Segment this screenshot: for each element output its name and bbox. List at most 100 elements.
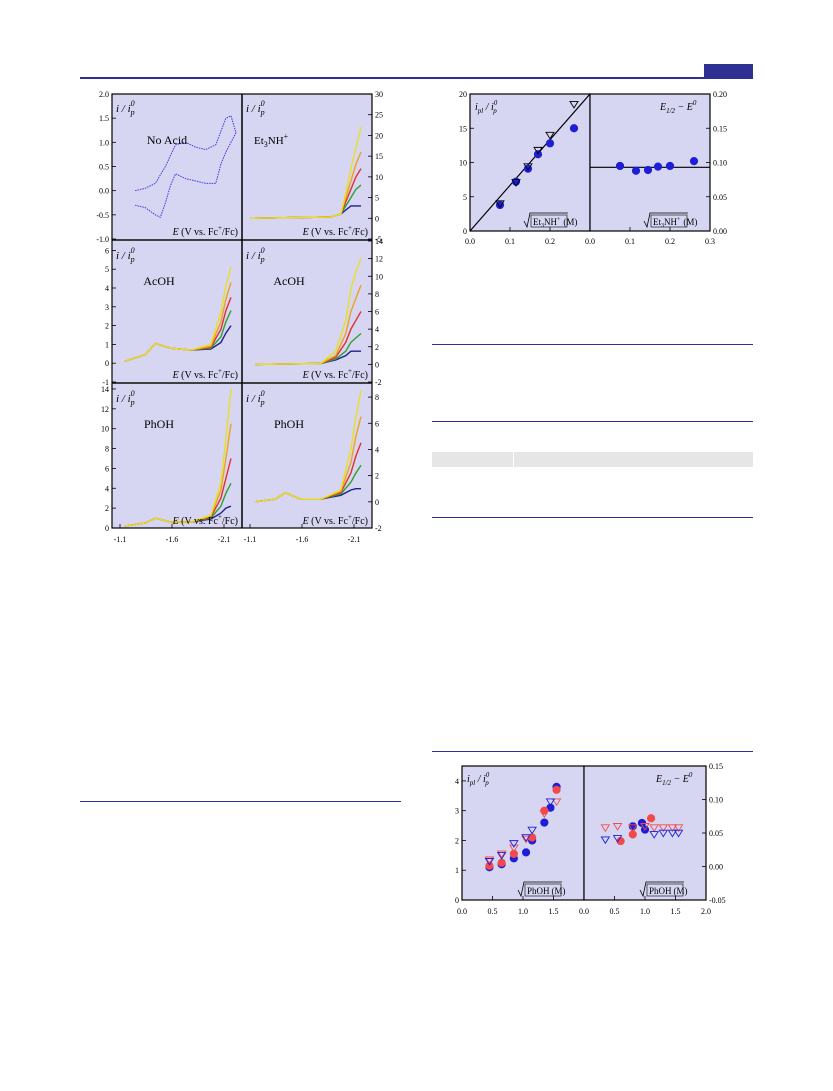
- y-tick-label: 0.05: [709, 829, 723, 838]
- data-point: [523, 163, 533, 172]
- cv-panel-label: PhOH: [274, 417, 304, 431]
- y-tick-label: 8: [105, 445, 109, 454]
- y-tick-label: 15: [375, 152, 383, 161]
- data-point: [552, 785, 561, 794]
- y-tick-label: 0.20: [713, 90, 727, 99]
- cv-ylabel: i / i0 p: [116, 389, 135, 407]
- cv-series-line: [124, 388, 232, 527]
- data-point: [521, 834, 531, 842]
- y-tick-label: 15: [459, 124, 467, 133]
- y-tick-label: 4: [455, 777, 459, 786]
- y-tick-label: 0.15: [709, 762, 723, 771]
- data-point: [509, 849, 518, 858]
- table-header-shade: [432, 452, 753, 467]
- y-tick-label: 0: [375, 360, 379, 369]
- cv-panel-label: AcOH: [273, 274, 305, 288]
- data-point: [658, 824, 669, 833]
- y-tick-label: 2: [105, 504, 109, 513]
- y-tick-label: 1: [105, 340, 109, 349]
- x-tick-label: -2.1: [348, 535, 361, 544]
- cv-ylabel: i / i0 p: [246, 246, 265, 264]
- table-header-divider: [513, 452, 514, 467]
- x-tick-label: 0.0: [579, 907, 589, 916]
- y-tick-label: 4: [105, 484, 109, 493]
- sqrt-bracket: [650, 214, 688, 228]
- y-tick-label: 20: [459, 90, 467, 99]
- data-point: [627, 824, 638, 833]
- data-point: [533, 146, 543, 155]
- y-tick-label: 12: [101, 405, 109, 414]
- cv-ylabel: i / i0 p: [246, 389, 265, 407]
- data-point: [673, 829, 684, 838]
- data-point: [689, 157, 699, 166]
- y-tick-label: 4: [375, 445, 379, 454]
- y-tick-label: -2: [375, 378, 382, 387]
- y-tick-label: 30: [375, 90, 383, 99]
- data-point: [484, 856, 495, 865]
- y-tick-label: 0.10: [713, 159, 727, 168]
- cv-ylabel: i / i0 p: [116, 99, 135, 117]
- y-tick-label: 10: [375, 173, 383, 182]
- y-tick-label: 10: [459, 159, 467, 168]
- data-point: [540, 818, 549, 827]
- x-tick-label: 1.5: [549, 907, 559, 916]
- data-point: [600, 836, 611, 845]
- x-tick-label: 0.5: [610, 907, 620, 916]
- cv-series-line: [124, 267, 232, 362]
- y-tick-label: 0.05: [713, 193, 727, 202]
- data-point: [497, 858, 506, 867]
- y-tick-label: 1: [455, 866, 459, 875]
- cv-series-line: [134, 115, 237, 219]
- x-tick-label: 0.2: [545, 237, 555, 246]
- sqrt-bracket: [524, 883, 562, 897]
- data-point: [545, 131, 555, 140]
- y-tick-label: 0.00: [713, 227, 727, 236]
- y-tick-label: -5: [375, 235, 382, 244]
- y-tick-label: 12: [375, 255, 383, 264]
- data-point: [637, 818, 647, 828]
- x-tick-label: 1.0: [518, 907, 528, 916]
- y-tick-label: 0.5: [99, 163, 109, 172]
- x-tick-label: 0.0: [457, 907, 467, 916]
- data-point: [495, 200, 505, 209]
- data-point: [667, 824, 678, 833]
- y-tick-label: 8: [375, 393, 379, 402]
- cv-series-line: [254, 390, 362, 503]
- data-point: [658, 829, 669, 838]
- cv-ylabel: i / i0 p: [246, 99, 265, 117]
- y-tick-label: 14: [101, 385, 109, 394]
- data-point: [640, 823, 650, 831]
- data-point: [647, 814, 656, 823]
- data-point: [667, 829, 678, 838]
- sqrt-bracket: [530, 214, 568, 228]
- data-point: [551, 798, 562, 807]
- data-point: [509, 840, 519, 848]
- data-point: [569, 124, 579, 133]
- cv-panel-label: AcOH: [143, 274, 175, 288]
- x-tick-label: -1.6: [166, 535, 179, 544]
- x-tick-label: -1.1: [114, 535, 127, 544]
- y-tick-label: 3: [105, 303, 109, 312]
- y-tick-label: 2: [455, 836, 459, 845]
- y-tick-label: 0.0: [99, 187, 109, 196]
- data-point: [521, 848, 531, 857]
- data-point: [527, 826, 537, 835]
- cv-xlabel: E (V vs. Fc+/Fc): [172, 513, 238, 527]
- data-point: [643, 165, 653, 175]
- data-point: [612, 823, 623, 831]
- x-tick-label: 0.5: [488, 907, 498, 916]
- data-point: [628, 822, 637, 831]
- data-point: [569, 101, 579, 109]
- sqrt-sign: [517, 881, 562, 898]
- y-tick-label: 6: [375, 419, 379, 428]
- y-tick-label: 0: [375, 498, 379, 507]
- section-rule-right: [432, 751, 753, 752]
- section-rule-left: [80, 801, 401, 802]
- scatter-panel-bg: [590, 94, 710, 231]
- y-tick-label: 2: [105, 322, 109, 331]
- y-tick-label: 4: [105, 284, 109, 293]
- cv-xlabel: E (V vs. Fc+/Fc): [302, 513, 368, 527]
- scatter-ylabel: E1/2 − E0: [659, 99, 697, 115]
- data-point: [673, 824, 684, 833]
